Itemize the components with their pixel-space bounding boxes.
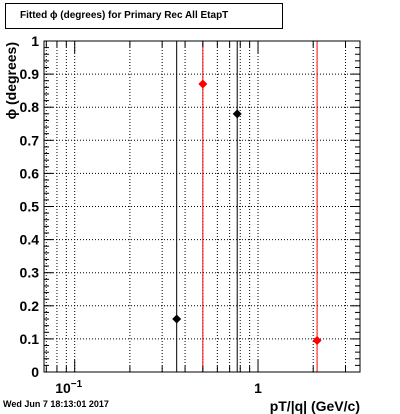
y-axis-title: ϕ (degrees) bbox=[3, 42, 19, 119]
x-axis-title: pT/|q| (GeV/c) bbox=[270, 398, 360, 414]
x-tick-labels: 10−1 1 bbox=[55, 379, 262, 396]
y-tick-label: 1 bbox=[31, 33, 39, 49]
y-tick-label: 0.2 bbox=[20, 298, 40, 314]
data-point bbox=[312, 336, 322, 346]
y-tick-label: 0.1 bbox=[20, 331, 40, 347]
y-tick-label: 0.6 bbox=[20, 165, 40, 181]
chart-title: Fitted ϕ (degrees) for Primary Rec All E… bbox=[5, 3, 283, 29]
x-tick-label: 1 bbox=[254, 380, 262, 396]
y-tick-label: 0.8 bbox=[20, 99, 40, 115]
y-tick-label: 0.7 bbox=[20, 132, 40, 148]
y-tick-label: 0.3 bbox=[20, 265, 40, 281]
y-tick-label: 0.5 bbox=[20, 199, 40, 215]
data-points bbox=[172, 79, 322, 346]
data-point bbox=[172, 314, 182, 324]
axis-ticks bbox=[44, 40, 360, 373]
vertical-markers bbox=[176, 41, 318, 372]
y-tick-label: 0.9 bbox=[20, 66, 40, 82]
grid bbox=[44, 41, 360, 372]
y-tick-label: 0 bbox=[31, 364, 39, 380]
timestamp: Wed Jun 7 18:13:01 2017 bbox=[3, 399, 109, 409]
data-point bbox=[232, 109, 242, 119]
data-point bbox=[198, 79, 208, 89]
plot-frame bbox=[43, 40, 361, 373]
y-tick-label: 0.4 bbox=[20, 232, 40, 248]
x-tick-label: 10−1 bbox=[55, 379, 82, 396]
y-tick-labels: 0 0.1 0.2 0.3 0.4 0.5 0.6 0.7 0.8 0.9 1 bbox=[20, 33, 40, 380]
